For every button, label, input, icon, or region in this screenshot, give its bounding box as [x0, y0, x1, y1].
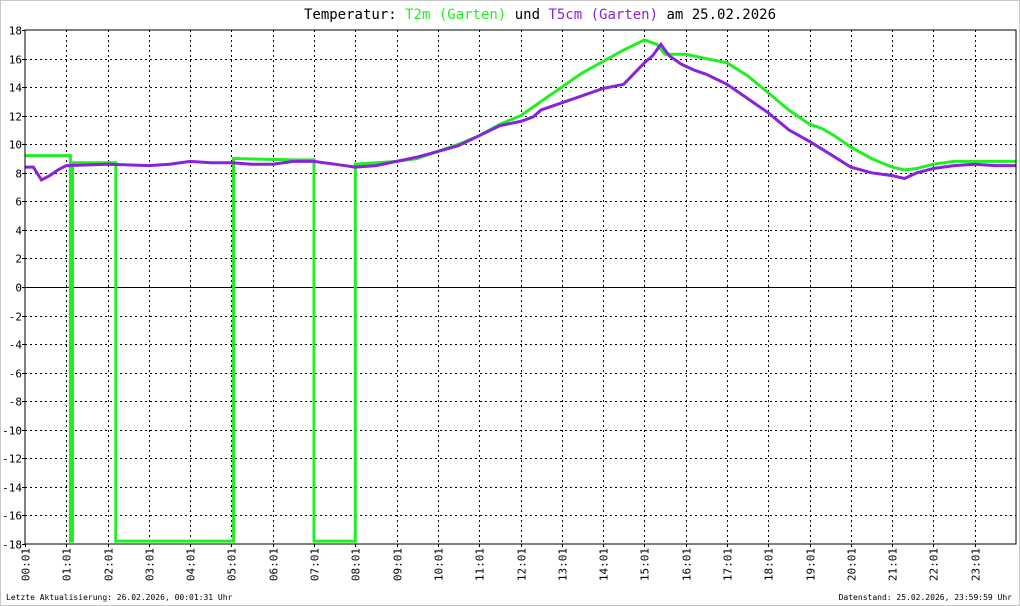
series-line-t5cm: [25, 41, 1016, 182]
x-tick-label: 22:01: [928, 548, 941, 581]
y-tick-label: -4: [9, 339, 23, 352]
plot-border: [24, 29, 1017, 545]
y-tick-label: 16: [9, 54, 22, 67]
y-tick-label: -6: [9, 368, 22, 381]
y-tick-label: 2: [15, 253, 22, 266]
y-tick-label: -14: [2, 482, 22, 495]
y-tick-label: 8: [15, 168, 22, 181]
x-tick-label: 03:01: [144, 548, 157, 581]
y-tick-label: -10: [2, 425, 22, 438]
chart-title: Temperatur: T2m (Garten) und T5cm (Garte…: [304, 7, 776, 23]
title-series2: T5cm (Garten): [548, 7, 658, 23]
y-tick-label: 14: [9, 82, 23, 95]
x-tick-label: 19:01: [805, 548, 818, 581]
x-tick-label: 12:01: [516, 548, 529, 581]
x-tick-label: 04:01: [185, 548, 198, 581]
x-tick-label: 00:01: [20, 548, 33, 581]
y-tick-label: -18: [2, 539, 22, 552]
x-tick-label: 21:01: [887, 548, 900, 581]
title-series1: T2m (Garten): [405, 7, 506, 23]
y-tick-label: -2: [9, 311, 22, 324]
x-tick-label: 06:01: [268, 548, 281, 581]
x-tick-label: 20:01: [846, 548, 859, 581]
y-tick-label: -16: [2, 510, 22, 523]
x-tick-label: 17:01: [722, 548, 735, 581]
y-axis: 18 16 14 12 10 8 6 4 2 0 -2 -4 -6 -8 -10 -12 -14 -16 -18: [2, 25, 25, 552]
title-prefix: Temperatur:: [304, 7, 405, 23]
series-line-t2m: [25, 38, 1016, 543]
y-tick-label: 6: [15, 196, 22, 209]
y-tick-label: 12: [9, 111, 22, 124]
x-tick-label: 16:01: [681, 548, 694, 581]
x-tick-label: 13:01: [557, 548, 570, 581]
y-tick-label: 4: [15, 225, 22, 238]
y-tick-label: 10: [9, 139, 22, 152]
x-tick-label: 14:01: [598, 548, 611, 581]
x-tick-label: 11:01: [474, 548, 487, 581]
y-tick-label: 0: [15, 282, 22, 295]
y-tick-label: -8: [9, 396, 22, 409]
x-tick-label: 07:01: [309, 548, 322, 581]
x-tick-label: 23:01: [970, 548, 983, 581]
x-tick-label: 02:01: [103, 548, 116, 581]
series-lines: [25, 38, 1016, 543]
x-tick-label: 10:01: [433, 548, 446, 581]
footer-last-update: Letzte Aktualisierung: 26.02.2026, 00:01…: [6, 593, 233, 602]
x-tick-label: 18:01: [763, 548, 776, 581]
footer-data-status: Datenstand: 25.02.2026, 23:59:59 Uhr: [838, 593, 1012, 602]
x-tick-label: 05:01: [226, 548, 239, 581]
y-tick-label: -12: [2, 453, 22, 466]
x-tick-label: 08:01: [350, 548, 363, 581]
x-tick-label: 01:01: [61, 548, 74, 581]
y-tick-label: 18: [9, 25, 22, 38]
x-tick-label: 15:01: [639, 548, 652, 581]
x-tick-label: 09:01: [392, 548, 405, 581]
title-mid: und: [515, 7, 549, 23]
title-suffix: am 25.02.2026: [666, 7, 776, 23]
